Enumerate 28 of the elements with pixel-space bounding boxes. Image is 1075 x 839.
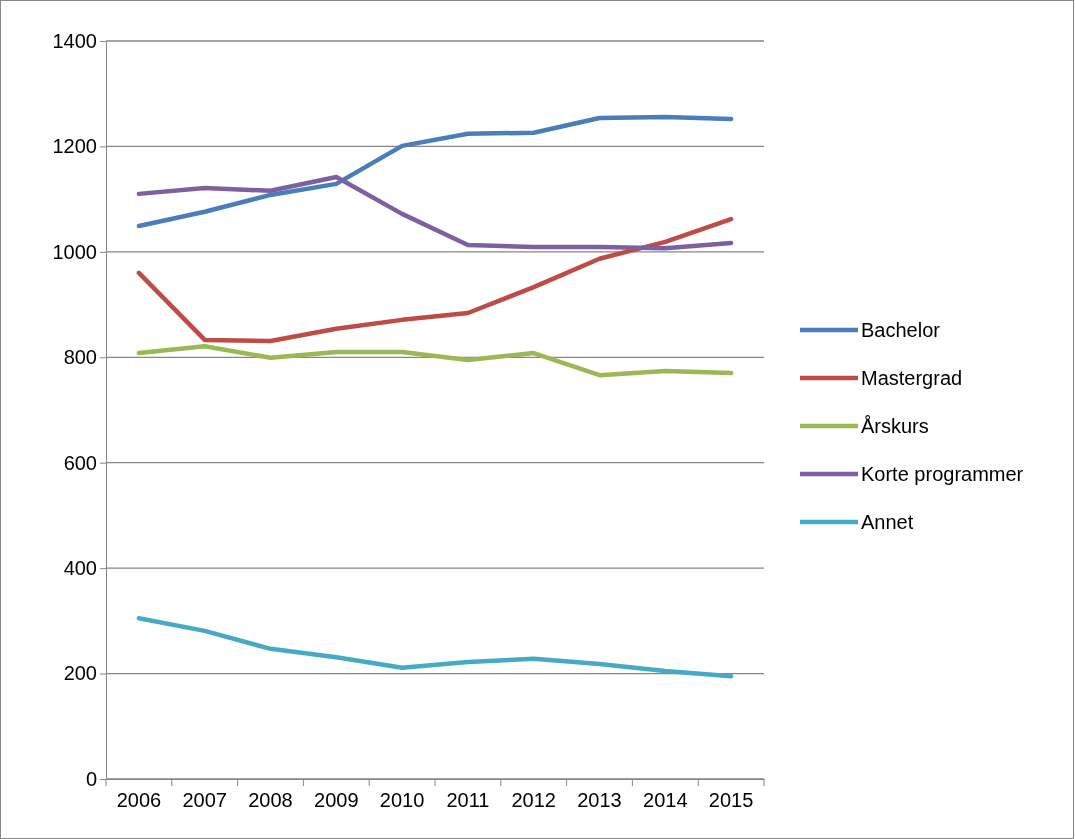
y-tick-label: 0 — [85, 767, 97, 790]
x-tick-label: 2015 — [708, 789, 754, 812]
x-tick-label: 2009 — [314, 789, 359, 812]
y-tick-label: 800 — [63, 346, 97, 369]
legend-label: Annet — [861, 511, 914, 533]
y-tick-label: 1200 — [52, 135, 97, 158]
x-tick-label: 2008 — [248, 789, 293, 812]
x-tick-label: 2010 — [379, 789, 425, 812]
legend-label: Mastergrad — [861, 367, 963, 389]
x-tick-label: 2007 — [182, 789, 227, 812]
y-tick-label: 1400 — [52, 29, 97, 52]
y-tick-label: 1000 — [52, 240, 97, 263]
legend-label: Korte programmer — [861, 463, 1024, 485]
legend-label: Bachelor — [861, 319, 941, 341]
line-series — [136, 216, 734, 344]
line-series — [136, 174, 734, 251]
line-series — [136, 615, 734, 679]
x-tick-label: 2014 — [643, 789, 688, 812]
x-tick-label: 2011 — [446, 789, 490, 812]
line-series — [136, 343, 734, 378]
y-tick-label: 600 — [63, 451, 97, 474]
x-tick-label: 2013 — [577, 789, 622, 812]
x-tick-label: 2012 — [511, 789, 556, 812]
x-tick-label: 2006 — [116, 789, 162, 812]
line-series — [136, 114, 734, 229]
y-tick-label: 400 — [63, 557, 97, 580]
y-tick-label: 200 — [63, 662, 97, 685]
legend-label: Årskurs — [861, 415, 929, 437]
